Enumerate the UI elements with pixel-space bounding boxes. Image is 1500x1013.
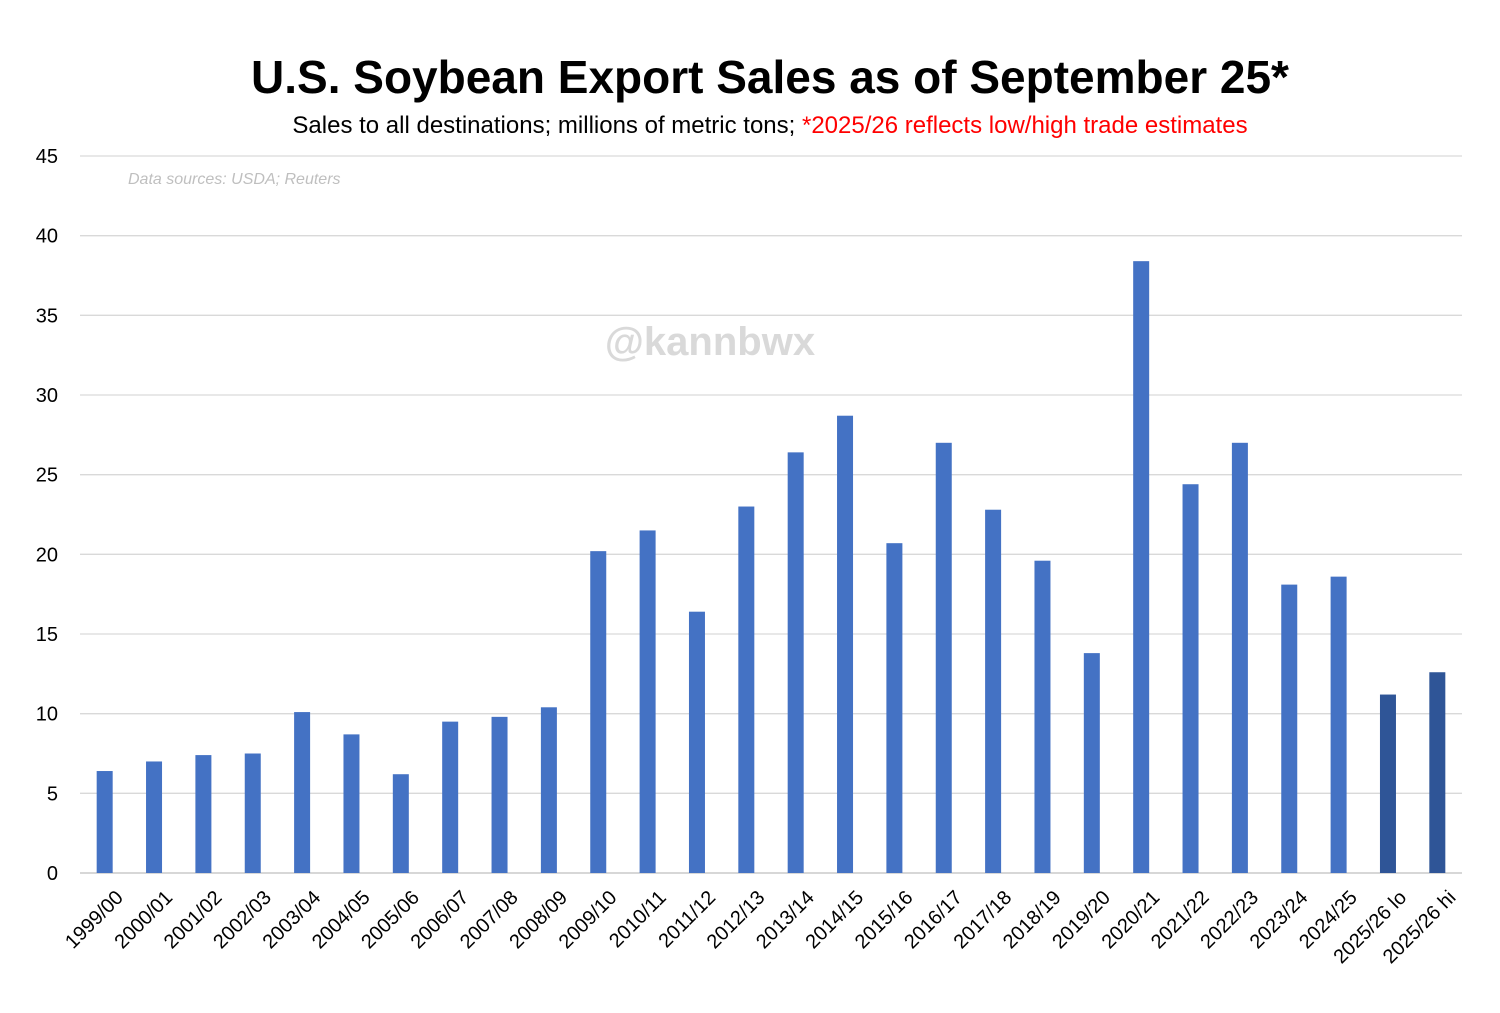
chart-subtitle-note: *2025/26 reflects low/high trade estimat… bbox=[801, 112, 1248, 139]
bar bbox=[935, 442, 952, 873]
bar bbox=[343, 734, 360, 873]
bar bbox=[1330, 576, 1347, 873]
bar bbox=[146, 761, 163, 873]
source-note: Data sources: USDA; Reuters bbox=[128, 171, 341, 188]
y-tick-label: 20 bbox=[36, 544, 58, 566]
bar bbox=[195, 755, 212, 873]
bar bbox=[590, 551, 607, 873]
y-axis-ticks: 0 5 10 15 20 25 30 35 40 45 bbox=[36, 146, 58, 885]
y-tick-label: 15 bbox=[36, 624, 58, 646]
chart-subtitle: Sales to all destinations; millions of m… bbox=[0, 112, 1500, 140]
bar bbox=[1034, 560, 1051, 873]
y-tick-label: 35 bbox=[36, 305, 58, 327]
chart-title: U.S. Soybean Export Sales as of Septembe… bbox=[251, 51, 1289, 103]
bar bbox=[639, 530, 656, 873]
bar bbox=[738, 506, 755, 873]
bar bbox=[1429, 672, 1446, 873]
chart-subtitle-main: Sales to all destinations; millions of m… bbox=[292, 112, 802, 139]
bar bbox=[1379, 694, 1396, 873]
y-tick-label: 0 bbox=[47, 863, 58, 885]
bar bbox=[1231, 442, 1248, 873]
grid-lines bbox=[80, 155, 1462, 874]
bar bbox=[1182, 484, 1199, 873]
bar bbox=[787, 452, 804, 873]
y-tick-label: 45 bbox=[36, 146, 58, 168]
y-tick-label: 10 bbox=[36, 704, 58, 726]
watermark: @kannbwx bbox=[605, 320, 815, 364]
bar bbox=[392, 774, 409, 873]
y-tick-label: 25 bbox=[36, 465, 58, 487]
bar bbox=[1083, 653, 1100, 873]
bar bbox=[442, 721, 459, 873]
bar bbox=[985, 509, 1002, 873]
bar bbox=[837, 415, 854, 873]
y-tick-label: 40 bbox=[36, 226, 58, 248]
bar bbox=[244, 753, 261, 873]
bar bbox=[688, 611, 705, 873]
x-axis-ticks: 1999/002000/012001/022002/032003/042004/… bbox=[61, 887, 1460, 969]
y-tick-label: 30 bbox=[36, 385, 58, 407]
bar bbox=[886, 543, 903, 873]
bar bbox=[294, 712, 311, 873]
y-tick-label: 5 bbox=[47, 783, 58, 805]
bar bbox=[1133, 261, 1150, 873]
bar bbox=[540, 707, 557, 873]
bars bbox=[96, 261, 1446, 873]
bar bbox=[1281, 584, 1298, 873]
bar bbox=[491, 716, 508, 873]
bar bbox=[96, 771, 113, 873]
